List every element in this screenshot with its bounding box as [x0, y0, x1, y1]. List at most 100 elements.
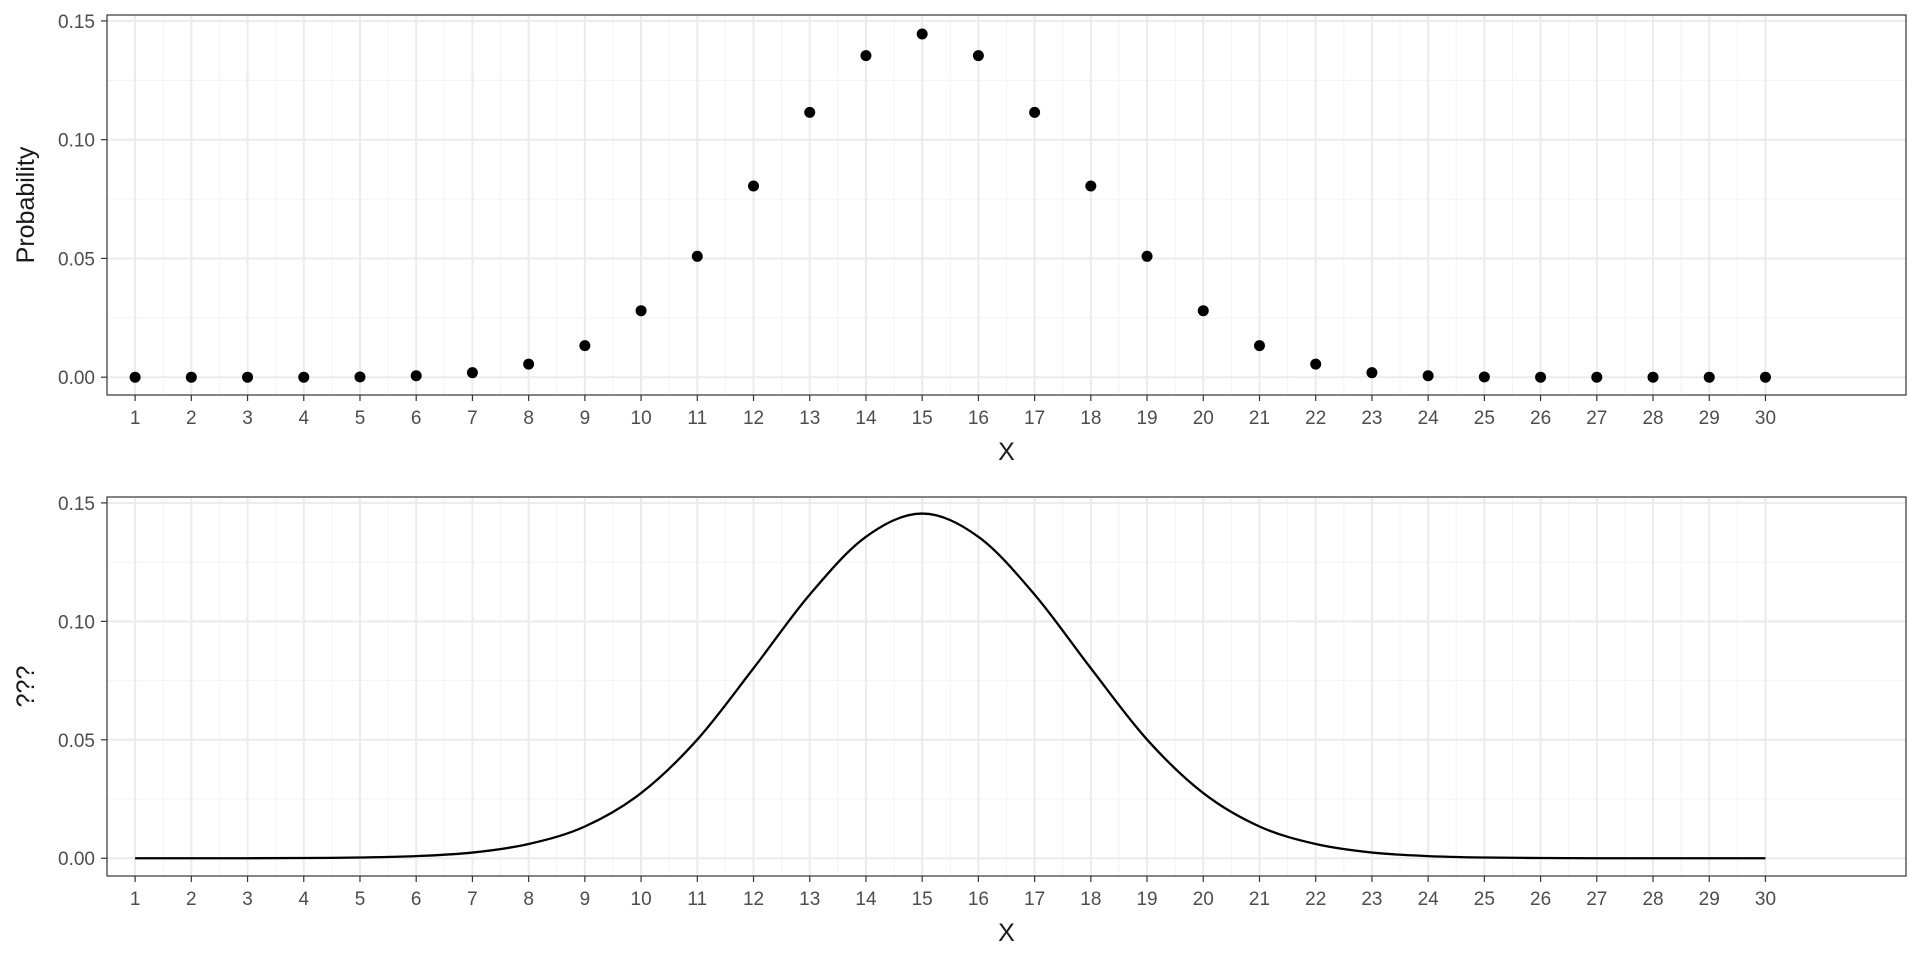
x-tick-label: 22 — [1305, 408, 1326, 429]
x-tick-label: 21 — [1249, 889, 1270, 910]
x-tick-label: 28 — [1642, 889, 1663, 910]
x-tick-label: 19 — [1136, 889, 1157, 910]
data-point — [635, 305, 647, 317]
data-point — [1591, 371, 1603, 383]
x-tick-label: 9 — [580, 889, 591, 910]
data-point — [523, 358, 535, 370]
data-point — [354, 371, 366, 383]
y-tick-label: 0.10 — [58, 612, 95, 633]
x-tick-label: 12 — [743, 408, 764, 429]
series-line — [135, 512, 1766, 860]
data-point — [1422, 370, 1434, 382]
x-axis-title: X — [998, 919, 1015, 947]
probability-scatter-panel: 1 2 3 4 5 6 7 8 9 10 11 12 13 14 15 16 17 18 19 20 21 22 23 24 2… — [12, 12, 1907, 466]
y-axis-title: ??? — [12, 666, 40, 708]
data-point — [1141, 250, 1153, 262]
x-tick-label: 14 — [855, 889, 877, 910]
data-point — [748, 180, 760, 192]
x-tick-label: 3 — [242, 889, 253, 910]
x-tick-label: 16 — [968, 408, 989, 429]
y-axis: 0.00 0.05 0.10 0.15 — [58, 494, 107, 870]
x-tick-label: 2 — [186, 889, 197, 910]
x-tick-label: 19 — [1136, 408, 1157, 429]
data-point — [804, 106, 816, 118]
x-tick-label: 28 — [1642, 408, 1663, 429]
x-tick-label: 20 — [1193, 889, 1214, 910]
x-tick-label: 8 — [523, 408, 534, 429]
x-tick-label: 10 — [631, 889, 652, 910]
x-tick-label: 18 — [1080, 889, 1101, 910]
data-point — [691, 250, 703, 262]
x-tick-label: 29 — [1699, 889, 1720, 910]
x-tick-label: 20 — [1193, 408, 1214, 429]
x-tick-label: 2 — [186, 408, 197, 429]
x-tick-label: 25 — [1474, 889, 1495, 910]
x-tick-label: 17 — [1024, 408, 1045, 429]
x-tick-label: 23 — [1361, 889, 1382, 910]
data-point — [1253, 340, 1265, 352]
x-tick-label: 1 — [130, 408, 141, 429]
y-tick-label: 0.15 — [58, 494, 95, 515]
x-tick-label: 7 — [467, 889, 478, 910]
data-point — [1647, 371, 1659, 383]
x-tick-label: 9 — [580, 408, 591, 429]
x-axis-title: X — [998, 438, 1015, 466]
x-tick-label: 13 — [799, 889, 820, 910]
x-tick-label: 23 — [1361, 408, 1382, 429]
x-axis: 1 2 3 4 5 6 7 8 9 10 11 12 13 14 15 16 17 18 19 20 21 22 23 24 2… — [130, 395, 1776, 429]
data-point — [860, 50, 872, 62]
grid-lines — [107, 15, 1906, 395]
x-tick-label: 7 — [467, 408, 478, 429]
data-point — [298, 371, 310, 383]
data-point — [972, 50, 984, 62]
data-point — [916, 28, 928, 40]
density-line-panel: 1 2 3 4 5 6 7 8 9 10 11 12 13 14 15 16 17 18 19 20 21 22 23 24 2… — [12, 494, 1907, 947]
data-point — [1366, 367, 1378, 379]
y-tick-label: 0.00 — [58, 368, 95, 389]
y-axis-title: Probability — [12, 146, 40, 263]
data-point — [185, 371, 197, 383]
y-tick-label: 0.05 — [58, 731, 95, 752]
x-tick-label: 1 — [130, 889, 141, 910]
x-tick-label: 25 — [1474, 408, 1495, 429]
data-point — [1029, 106, 1041, 118]
x-tick-label: 5 — [355, 408, 366, 429]
y-axis: 0.00 0.05 0.10 0.15 — [58, 12, 107, 389]
data-point — [1535, 371, 1547, 383]
data-point — [1703, 371, 1715, 383]
x-tick-label: 16 — [968, 889, 989, 910]
data-point — [1310, 358, 1322, 370]
x-tick-label: 4 — [298, 889, 309, 910]
data-point — [466, 367, 478, 379]
x-tick-label: 10 — [631, 408, 652, 429]
x-tick-label: 6 — [411, 408, 422, 429]
x-tick-label: 27 — [1586, 408, 1607, 429]
y-tick-label: 0.05 — [58, 249, 95, 270]
x-tick-label: 12 — [743, 889, 764, 910]
x-tick-label: 13 — [799, 408, 820, 429]
x-tick-label: 4 — [298, 408, 309, 429]
x-tick-label: 8 — [523, 889, 534, 910]
x-tick-label: 15 — [912, 889, 933, 910]
x-tick-label: 17 — [1024, 889, 1045, 910]
data-point — [129, 371, 141, 383]
data-point — [242, 371, 254, 383]
x-tick-label: 24 — [1418, 408, 1440, 429]
x-tick-label: 11 — [687, 408, 707, 429]
x-tick-label: 11 — [687, 889, 707, 910]
x-axis: 1 2 3 4 5 6 7 8 9 10 11 12 13 14 15 16 17 18 19 20 21 22 23 24 2… — [130, 876, 1776, 910]
x-tick-label: 22 — [1305, 889, 1326, 910]
x-tick-label: 29 — [1699, 408, 1720, 429]
data-point — [1478, 371, 1490, 383]
y-tick-label: 0.10 — [58, 131, 95, 152]
data-point — [1759, 371, 1771, 383]
x-tick-label: 27 — [1586, 889, 1607, 910]
x-tick-label: 15 — [912, 408, 933, 429]
data-point — [1197, 305, 1209, 317]
panel-border — [106, 14, 1907, 396]
x-tick-label: 30 — [1755, 408, 1776, 429]
data-point — [410, 370, 422, 382]
panel-border — [106, 496, 1907, 877]
x-tick-label: 5 — [355, 889, 366, 910]
